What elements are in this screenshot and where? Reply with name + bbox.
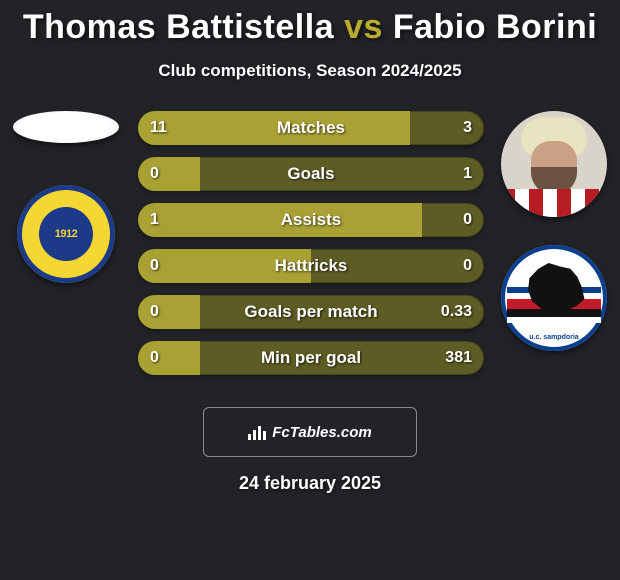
stat-fill-left [138,295,200,329]
stat-value-right: 3 [463,111,472,145]
crest-caption: u.c. sampdoria [501,334,607,341]
right-column: u.c. sampdoria [494,111,614,351]
stat-row: 10Assists [138,203,484,237]
stat-fill-left [138,157,200,191]
comparison-stage: 1912 u.c. sampdoria 113Matches 01Goals 10A… [0,111,620,391]
stat-value-right: 0 [463,249,472,283]
title-player1: Thomas Battistella [23,8,334,46]
stat-row: 00Hattricks [138,249,484,283]
left-column: 1912 [6,111,126,283]
stat-fill-left [138,111,410,145]
site-logo-text: FcTables.com [272,424,371,441]
footer-badge[interactable]: FcTables.com [203,407,417,457]
date-caption: 24 february 2025 [0,473,620,494]
stat-row: 113Matches [138,111,484,145]
stat-value-right: 381 [445,341,472,375]
stat-fill-left [138,203,422,237]
avatar-shirt-icon [501,189,607,217]
page-title: Thomas Battistella vs Fabio Borini [0,0,620,47]
stat-row: 00.33Goals per match [138,295,484,329]
title-vs: vs [344,8,383,46]
player2-club-crest: u.c. sampdoria [501,245,607,351]
stat-fill-left [138,249,311,283]
crest-year: 1912 [55,228,77,240]
player1-avatar-placeholder [13,111,119,143]
crest-inner-icon: 1912 [39,207,93,261]
stat-value-right: 0 [463,203,472,237]
subtitle: Club competitions, Season 2024/2025 [0,61,620,81]
stat-row: 01Goals [138,157,484,191]
stat-value-right: 0.33 [441,295,472,329]
stat-fill-left [138,341,200,375]
stat-value-right: 1 [463,157,472,191]
player2-avatar [501,111,607,217]
bar-chart-icon [248,424,266,440]
title-player2: Fabio Borini [393,8,597,46]
player1-club-crest: 1912 [17,185,115,283]
comparison-bars: 113Matches01Goals10Assists00Hattricks00.… [138,111,484,387]
stat-row: 0381Min per goal [138,341,484,375]
